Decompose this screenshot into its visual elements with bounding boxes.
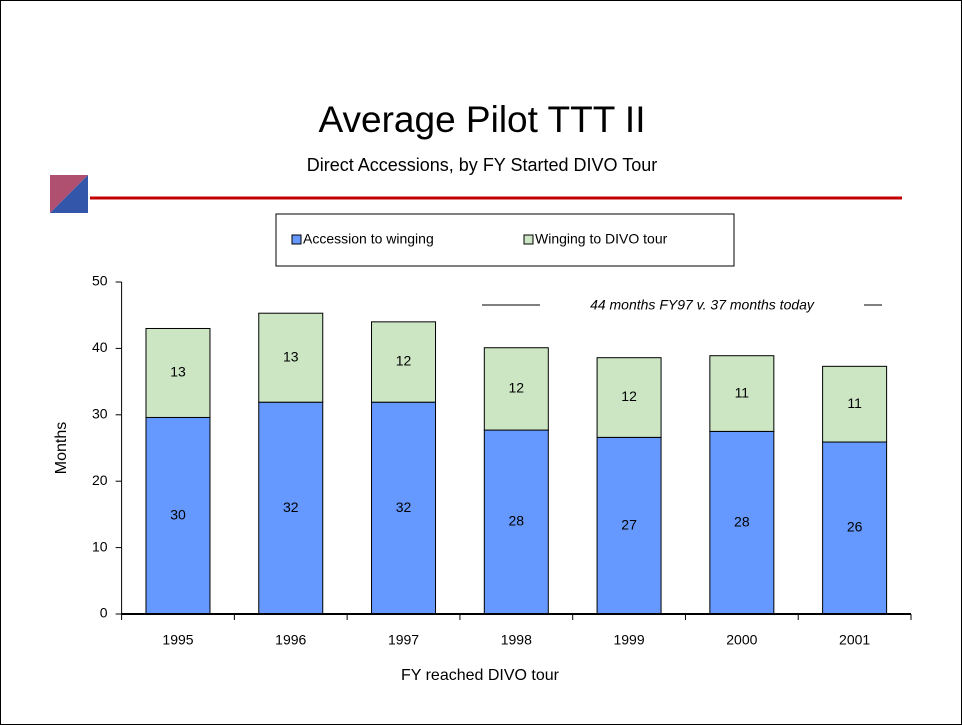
corner-icon: [50, 175, 88, 213]
legend-swatch: [523, 234, 534, 245]
chart-title: Average Pilot TTT II: [319, 99, 646, 140]
bar-segment: [483, 429, 549, 615]
legend-label: Winging to DIVO tour: [535, 231, 668, 247]
y-tick-label: 20: [92, 472, 108, 488]
bar-segment: [483, 347, 549, 431]
x-tick-label: 1997: [388, 632, 419, 648]
data-label: 32: [283, 499, 299, 515]
data-label: 26: [847, 519, 863, 535]
x-tick-label: 1998: [501, 632, 532, 648]
x-tick-label: 1996: [275, 632, 306, 648]
y-tick-label: 0: [100, 605, 108, 621]
bar-segment: [258, 401, 324, 615]
data-label: 32: [396, 499, 412, 515]
data-label: 30: [170, 506, 186, 522]
data-label: 11: [847, 395, 862, 411]
bar-segment: [371, 401, 437, 615]
bar-segment: [371, 321, 437, 403]
y-tick-label: 10: [92, 538, 108, 554]
y-tick-label: 50: [92, 273, 108, 289]
bar-segment: [822, 365, 888, 443]
bar-segment: [822, 441, 888, 615]
x-tick-label: 2001: [839, 632, 870, 648]
x-axis-label: FY reached DIVO tour: [401, 667, 560, 684]
x-tick-label: 1999: [613, 632, 644, 648]
data-label: 27: [621, 516, 637, 532]
bar-segment: [145, 327, 211, 418]
y-tick-label: 30: [92, 406, 108, 422]
bar-segment: [596, 357, 662, 438]
data-label: 28: [734, 513, 750, 529]
data-label: 13: [283, 348, 299, 364]
bar-segment: [709, 430, 775, 615]
y-tick-label: 40: [92, 339, 108, 355]
data-label: 28: [509, 513, 525, 529]
bar-segment: [709, 355, 775, 432]
data-label: 12: [621, 388, 637, 404]
bar-segment: [258, 312, 324, 403]
legend-label: Accession to winging: [303, 231, 434, 247]
x-tick-label: 2000: [726, 632, 757, 648]
data-label: 11: [735, 384, 750, 400]
annotation: 44 months FY97 v. 37 months today: [590, 297, 815, 313]
data-label: 12: [509, 380, 525, 396]
data-label: 12: [396, 353, 412, 369]
legend-box: [275, 213, 735, 267]
bar-segment: [145, 416, 211, 615]
legend-swatch: [291, 234, 302, 245]
chart-subtitle: Direct Accessions, by FY Started DIVO To…: [307, 155, 657, 175]
y-axis-label: Months: [53, 422, 70, 474]
data-label: 13: [170, 364, 186, 380]
x-tick-label: 1995: [162, 632, 193, 648]
